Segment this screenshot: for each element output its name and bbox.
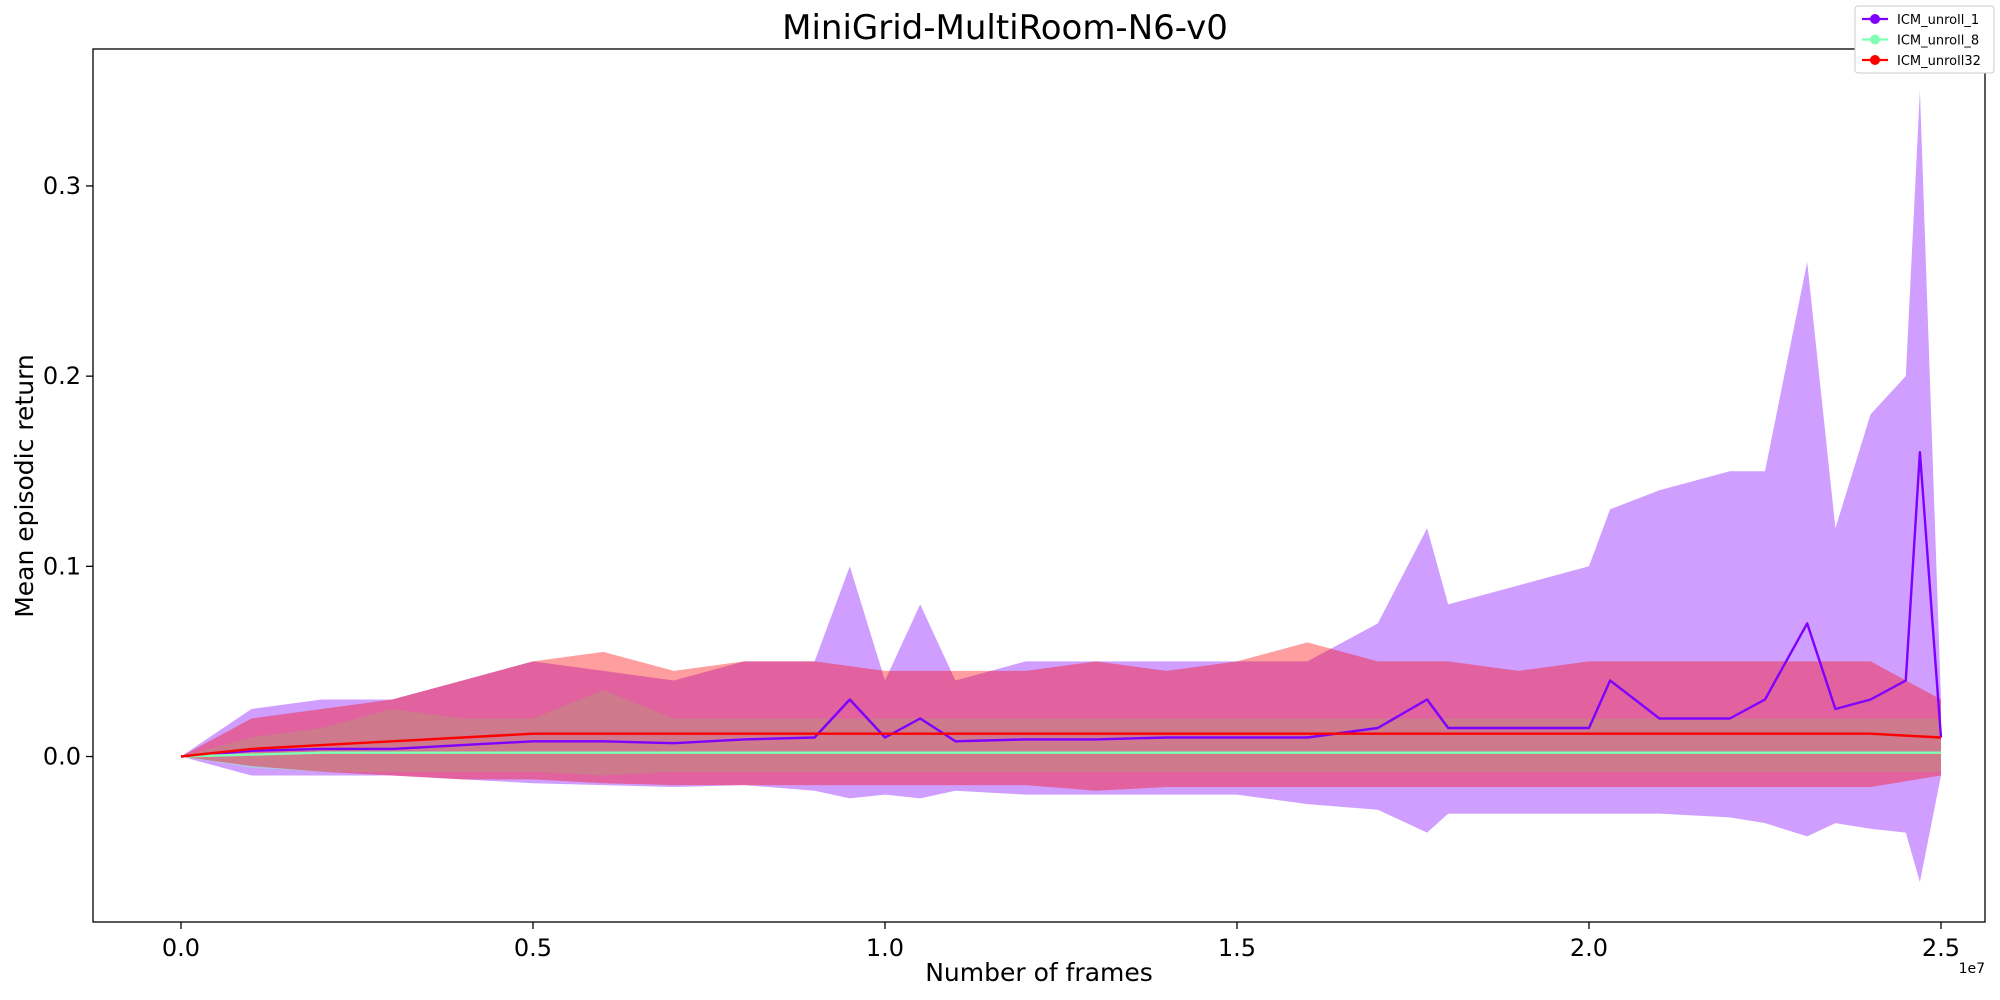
x-tick-label: 1.5 — [1218, 934, 1256, 962]
y-tick-label: 0.0 — [43, 743, 81, 771]
legend-label-icm-unroll-8: ICM_unroll_8 — [1897, 34, 1979, 49]
x-axis-offset-label: 1e7 — [1959, 961, 1985, 977]
x-tick-label: 0.0 — [162, 934, 200, 962]
legend-marker-icm-unroll-1 — [1870, 14, 1880, 24]
chart-title: MiniGrid-MultiRoom-N6-v0 — [782, 8, 1228, 48]
y-tick-label: 0.3 — [43, 172, 81, 200]
x-tick-label: 2.0 — [1570, 934, 1608, 962]
band-icm-unroll-1 — [181, 90, 1941, 883]
legend: ICM_unroll_1 ICM_unroll_8 ICM_unroll32 — [1854, 5, 1995, 74]
y-tick-label: 0.1 — [43, 552, 81, 580]
legend-marker-icm-unroll-8 — [1870, 34, 1880, 45]
y-tick-label: 0.2 — [43, 362, 81, 390]
legend-label-icm-unroll32: ICM_unroll32 — [1897, 54, 1981, 69]
x-tick-label: 2.5 — [1922, 934, 1960, 962]
plot-frame — [92, 48, 1986, 923]
x-axis-title: Number of frames — [925, 958, 1153, 987]
x-tick-label: 1.0 — [866, 934, 904, 962]
legend-frame — [1854, 5, 1995, 74]
series-line-icm-unroll-1 — [180, 451, 1943, 758]
legend-marker-icm-unroll32 — [1870, 55, 1880, 65]
x-tick-label: 0.5 — [514, 934, 552, 962]
series-line-icm-unroll32 — [180, 732, 1942, 758]
y-axis-title: Mean episodic return — [10, 354, 39, 618]
series-line-icm-unroll-8 — [180, 751, 1941, 758]
legend-label-icm-unroll-1: ICM_unroll_1 — [1897, 13, 1979, 28]
